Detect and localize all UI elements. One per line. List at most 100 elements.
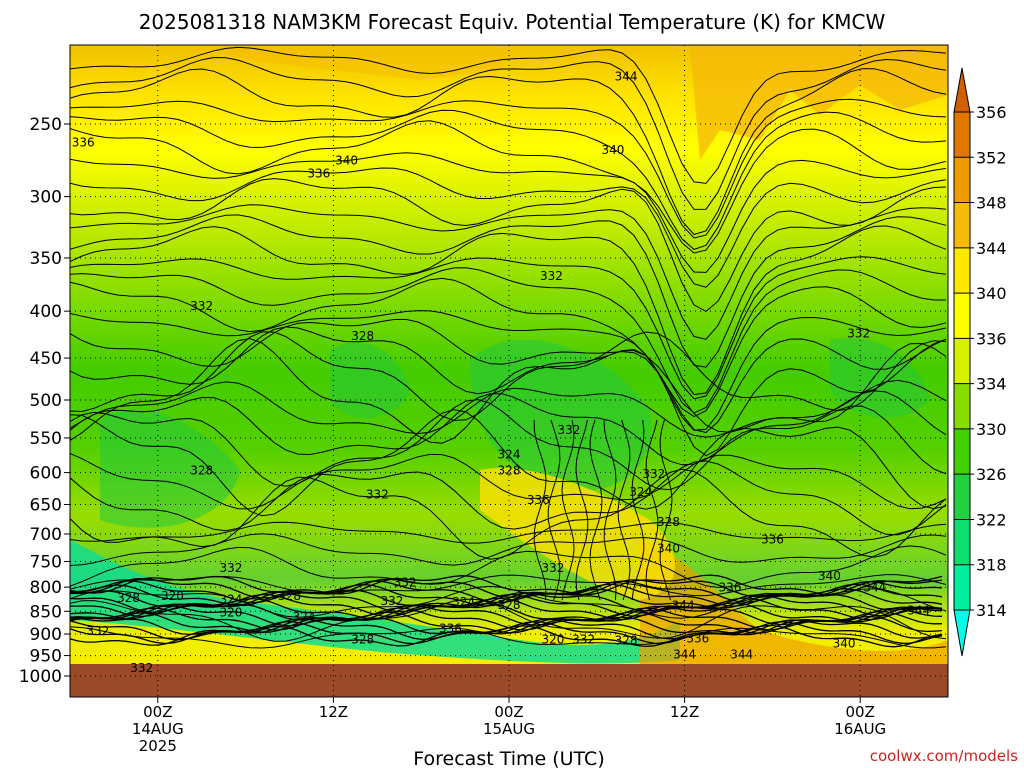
contour-label: 320 bbox=[220, 606, 243, 620]
y-tick-label: 950 bbox=[30, 647, 62, 667]
contour-label: 324 bbox=[293, 610, 316, 624]
lowlevel-warm-region bbox=[480, 468, 675, 600]
contour-line bbox=[70, 574, 943, 596]
contour-label: 324 bbox=[629, 485, 652, 499]
contour-line bbox=[70, 178, 947, 313]
colorbar-segment bbox=[954, 383, 970, 429]
contour-label: 332 bbox=[394, 576, 417, 590]
contour-label: 320 bbox=[541, 632, 564, 646]
colorbar-segment bbox=[954, 519, 970, 565]
contour-line bbox=[70, 310, 947, 431]
colorbar-label: 326 bbox=[976, 465, 1007, 484]
contour-line bbox=[70, 167, 947, 288]
contour-label: 328 bbox=[615, 634, 638, 648]
y-tick-label: 400 bbox=[30, 302, 62, 322]
contour-label: 332 bbox=[190, 299, 213, 313]
contour-label: 340 bbox=[335, 154, 358, 168]
x-tick-label: 2025 bbox=[139, 737, 177, 755]
contour-label: 324 bbox=[220, 592, 243, 606]
contour-line bbox=[70, 624, 943, 648]
contour-lines bbox=[70, 46, 947, 649]
contour-label: 332 bbox=[847, 326, 870, 340]
warm-upper-region bbox=[200, 45, 520, 80]
moist-cool-region bbox=[330, 342, 410, 419]
chart-title: 2025081318 NAM3KM Forecast Equiv. Potent… bbox=[139, 10, 886, 34]
colorbar-label: 336 bbox=[976, 329, 1007, 348]
colorbar-segment bbox=[954, 338, 970, 384]
contour-line bbox=[547, 419, 561, 601]
contour-line bbox=[70, 256, 947, 400]
contour-label: 328 bbox=[498, 598, 521, 612]
colorbar-segment bbox=[954, 293, 970, 339]
y-tick-label: 350 bbox=[30, 249, 62, 269]
colorbar-top-arrow bbox=[953, 67, 971, 113]
colorbar-label: 348 bbox=[976, 194, 1007, 213]
y-tick-label: 300 bbox=[30, 188, 62, 208]
contour-label: 328 bbox=[190, 464, 213, 478]
contour-line bbox=[70, 98, 947, 239]
contour-line bbox=[617, 419, 631, 601]
contour-line bbox=[603, 419, 617, 601]
contour-line bbox=[70, 326, 947, 457]
contour-label: 340 bbox=[818, 569, 841, 583]
contour-label: 332 bbox=[130, 661, 153, 675]
colorbar-segment bbox=[954, 112, 970, 158]
x-tick-label: 00Z bbox=[143, 703, 172, 721]
contour-label: 332 bbox=[642, 467, 665, 481]
contour-line bbox=[70, 225, 947, 396]
contour-label: 328 bbox=[351, 329, 374, 343]
contour-line bbox=[70, 409, 947, 517]
contour-label: 324 bbox=[452, 595, 475, 609]
contour-line bbox=[70, 56, 947, 210]
x-tick-label: 12Z bbox=[319, 703, 348, 721]
x-tick-label: 12Z bbox=[670, 703, 699, 721]
contour-label: 336 bbox=[307, 166, 330, 180]
contour-label: 332 bbox=[540, 269, 563, 283]
x-tick-label: 00Z bbox=[846, 703, 875, 721]
colorbar-segment bbox=[954, 247, 970, 294]
contour-line bbox=[70, 597, 943, 621]
contour-label: 328 bbox=[498, 464, 521, 478]
contour-line bbox=[70, 533, 947, 566]
y-tick-label: 900 bbox=[30, 625, 62, 645]
contour-line bbox=[631, 419, 645, 601]
contour-line bbox=[70, 318, 947, 434]
contour-label: 336 bbox=[72, 136, 95, 150]
colorbar-label: 330 bbox=[976, 420, 1007, 439]
plot-area: 344 336 340 340 336 332 332 332 328 332 324 328 328 3… bbox=[70, 45, 948, 697]
contour-line bbox=[645, 419, 659, 601]
colorbar: 356 352 348 344 340 336 334 330 326 322 318 314 bbox=[953, 67, 1007, 657]
y-tick-label: 450 bbox=[30, 349, 62, 369]
colorbar-label: 352 bbox=[976, 148, 1007, 167]
contour-line bbox=[70, 46, 947, 184]
contour-label: 328 bbox=[278, 589, 301, 603]
y-tick-label: 250 bbox=[30, 115, 62, 135]
contour-line bbox=[70, 214, 947, 368]
colorbar-label: 340 bbox=[976, 284, 1007, 303]
y-axis: 250 300 350 400 450 500 550 600 650 700 750 800 850 9… bbox=[19, 115, 70, 687]
moist-cool-region bbox=[470, 339, 652, 491]
y-tick-label: 500 bbox=[30, 391, 62, 411]
credit-text: coolwx.com/models bbox=[870, 747, 1018, 765]
contour-line bbox=[70, 379, 947, 438]
contour-line bbox=[70, 577, 943, 599]
contour-line bbox=[70, 267, 946, 414]
contour-line bbox=[70, 68, 947, 236]
contour-label: 332 bbox=[366, 488, 389, 502]
y-tick-label: 600 bbox=[30, 464, 62, 484]
contour-line bbox=[70, 204, 947, 340]
contour-label: 328 bbox=[117, 591, 140, 605]
contour-label: 336 bbox=[686, 631, 709, 645]
contour-line bbox=[70, 545, 947, 588]
y-tick-label: 850 bbox=[30, 602, 62, 622]
contour-line bbox=[659, 419, 673, 601]
contour-line bbox=[589, 419, 603, 601]
contour-label: 332 bbox=[572, 632, 595, 646]
contour-line bbox=[70, 109, 947, 250]
contour-line bbox=[533, 419, 547, 601]
contour-label: 332 bbox=[558, 423, 581, 437]
contour-label: 336 bbox=[527, 493, 550, 507]
colorbar-label: 334 bbox=[976, 375, 1007, 394]
contour-label: 340 bbox=[601, 143, 624, 157]
